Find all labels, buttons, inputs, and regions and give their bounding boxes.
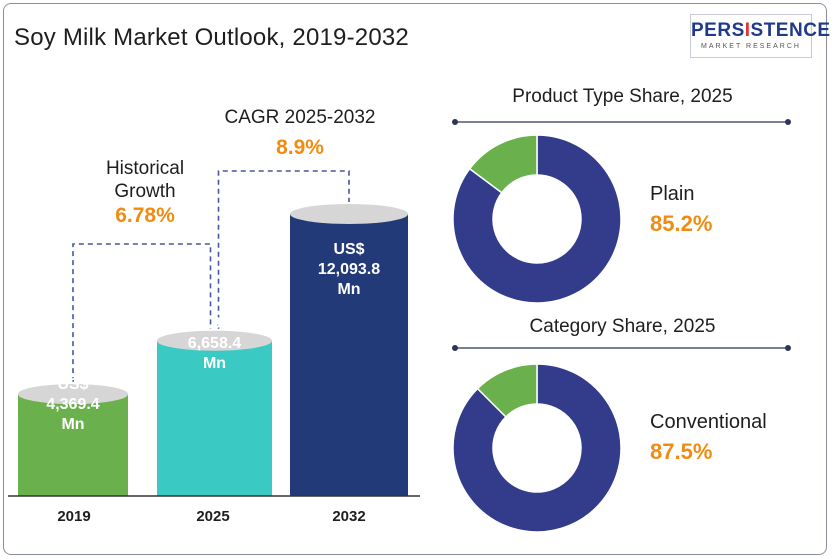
bar-2019-currency: US$ <box>57 376 89 393</box>
cagr-value: 8.9% <box>276 136 324 159</box>
pie-2-slice-2 <box>476 363 538 418</box>
logo-part-i: I <box>744 20 751 41</box>
bar-cap-2032 <box>290 204 408 224</box>
historical-growth-value: 6.78% <box>115 204 175 227</box>
pie-1-slice-1 <box>452 134 622 304</box>
chart-title: Soy Milk Market Outlook, 2019-2032 <box>14 24 409 51</box>
bar-2019-unit: Mn <box>61 416 85 433</box>
bar-2025-currency: US$ <box>198 315 231 332</box>
bar-2019 <box>18 394 128 496</box>
bar-2025 <box>157 340 272 496</box>
logo-part-b: STENCE <box>750 20 831 41</box>
cagr-annotation: CAGR 2025-2032 8.9% <box>205 106 395 161</box>
bar-2025-amount: 6,658.4 <box>187 335 242 352</box>
pie-1-rule-dot-right <box>785 119 791 125</box>
pie-2-slice-label: Conventional <box>650 411 767 433</box>
cagr-label: CAGR 2025-2032 <box>224 107 376 128</box>
pie-2-rule-dot-left <box>452 345 458 351</box>
pie-2-slice-value: 87.5% <box>650 439 713 464</box>
x-tick-2019: 2019 <box>57 508 91 525</box>
historical-label-line-1: Historical <box>105 158 185 179</box>
pie-1-slice-value: 85.2% <box>650 211 713 236</box>
bar-cap-2019 <box>18 384 128 405</box>
bar-2032-currency: US$ <box>333 241 365 258</box>
bar-value-label-2032: US$ 12,093.8 Mn <box>290 240 408 300</box>
infographic-frame <box>3 3 827 555</box>
bar-2032 <box>290 214 408 496</box>
pie-1-rule-dot-left <box>452 119 458 125</box>
historical-growth-annotation: Historical Growth 6.78% <box>80 157 210 229</box>
bar-value-label-2025: US$ 6,658.4 Mn <box>157 314 272 374</box>
bar-value-label-2019: US$ 4,369.4 Mn <box>18 375 128 435</box>
bar-2032-unit: Mn <box>337 281 361 298</box>
bar-2025-unit: Mn <box>202 355 227 372</box>
x-tick-2025: 2025 <box>196 508 230 525</box>
pie-1-slice-2 <box>468 134 538 194</box>
pie-1-slice-label: Plain <box>650 183 695 205</box>
bar-2019-amount: 4,369.4 <box>46 396 100 413</box>
historical-label-line-2: Growth <box>114 181 176 202</box>
x-tick-2032: 2032 <box>332 508 366 525</box>
bar-2032-amount: 12,093.8 <box>317 261 381 278</box>
pie-2-rule-dot-right <box>785 345 791 351</box>
logo-subtitle: MARKET RESEARCH <box>701 43 801 50</box>
pie-2-title: Category Share, 2025 <box>529 316 716 337</box>
pie-1-title: Product Type Share, 2025 <box>512 86 733 107</box>
persistence-logo: PERSISTENCE MARKET RESEARCH <box>690 14 830 58</box>
bar-cap-2025 <box>157 330 272 351</box>
logo-wordmark: PERSISTENCE <box>691 20 830 42</box>
historical-connector-line <box>72 243 212 383</box>
pie-2-slice-1 <box>452 363 622 533</box>
logo-part-a: PERS <box>691 20 745 41</box>
